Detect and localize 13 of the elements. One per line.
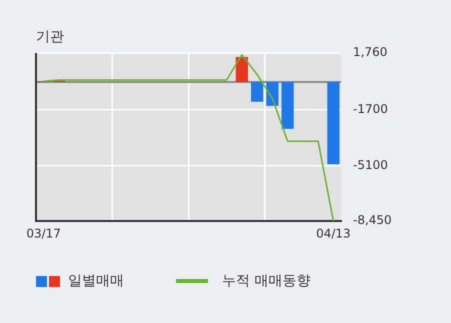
x-tick-label: 04/13: [316, 226, 351, 240]
bar: [282, 82, 294, 129]
y-tick-label: 1,760: [353, 45, 388, 60]
chart-title: 기관: [36, 28, 64, 46]
x-tick-label: 03/17: [26, 226, 61, 240]
bar: [327, 82, 340, 164]
legend-label: 일별매매: [68, 272, 124, 290]
bar: [236, 56, 248, 82]
y-tick-label: -1700: [353, 102, 388, 116]
legend-label: 누적 매매동향: [222, 272, 310, 290]
y-tick-label: -5100: [353, 158, 388, 172]
bar: [251, 82, 264, 102]
y-tick-label: -8,450: [353, 213, 392, 228]
